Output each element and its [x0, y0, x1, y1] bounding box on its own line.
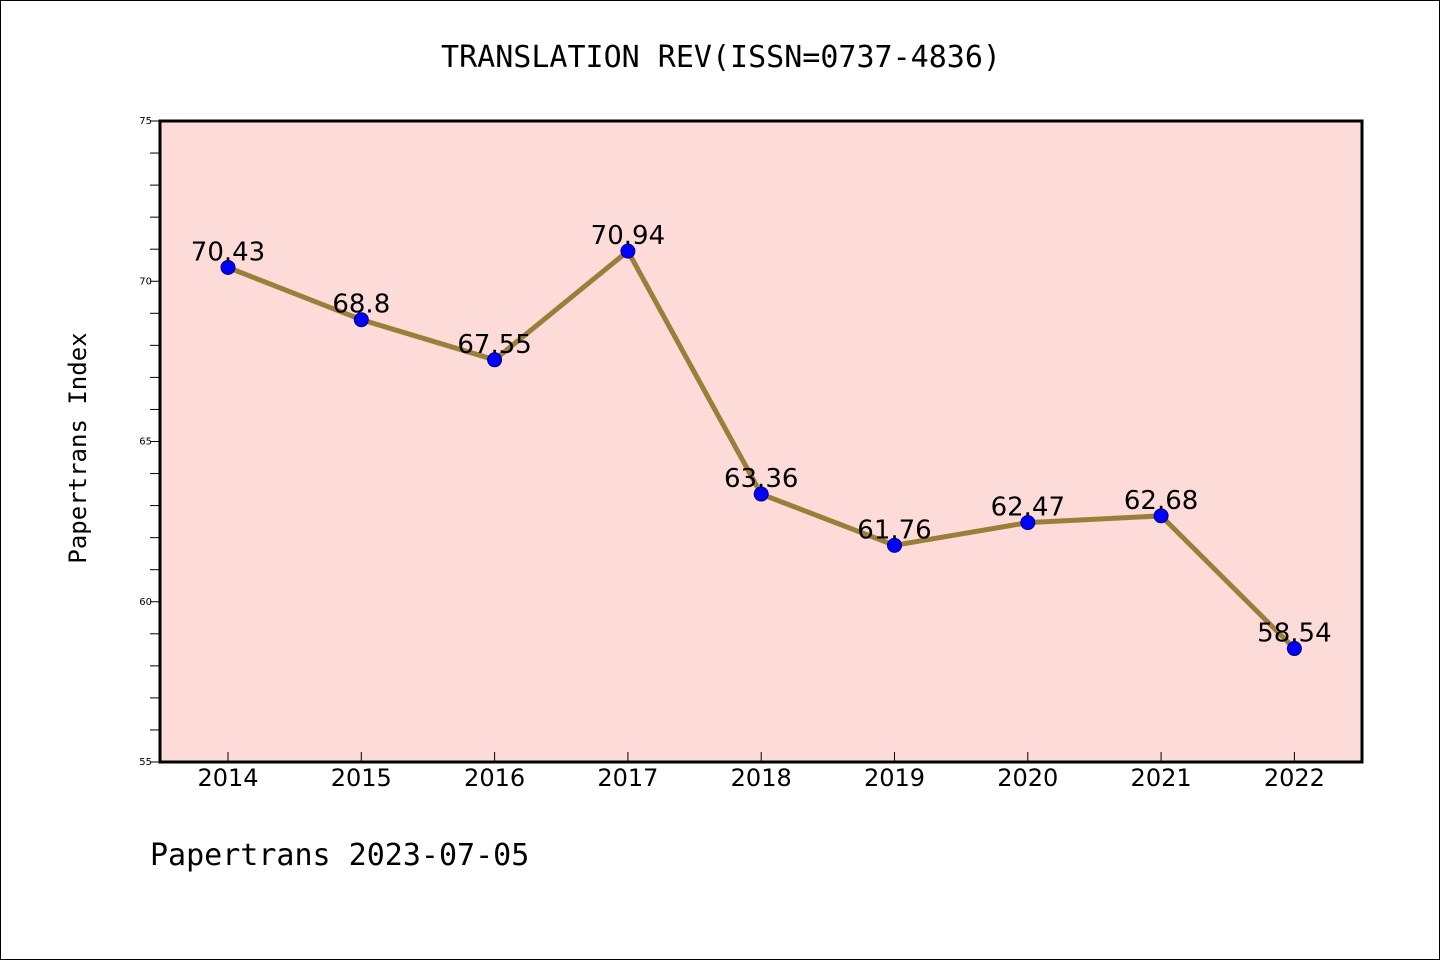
x-tick-label: 2014	[197, 764, 258, 792]
plot-area	[158, 119, 1364, 764]
y-axis-label: Papertrans Index	[64, 332, 92, 563]
data-point	[487, 352, 503, 368]
data-point	[1286, 641, 1302, 657]
data-label: 63.36	[724, 464, 798, 494]
data-label: 62.47	[991, 493, 1065, 523]
data-label: 67.55	[457, 330, 531, 360]
data-point	[753, 486, 769, 502]
y-tick-label: 65	[139, 437, 152, 448]
x-tick-label: 2022	[1264, 764, 1325, 792]
chart-title: TRANSLATION REV(ISSN=0737-4836)	[441, 40, 1001, 75]
y-axis: 55 60 65 70 75	[139, 116, 160, 768]
x-tick-label: 2016	[464, 764, 525, 792]
x-tick-label: 2018	[731, 764, 792, 792]
x-tick-label: 2019	[864, 764, 925, 792]
series-layer	[220, 243, 1302, 657]
x-axis: 2014 2015 2016 2017 2018 2019 2020 2021 2022	[197, 752, 1325, 792]
y-tick-label: 55	[139, 757, 152, 768]
x-tick-label: 2020	[997, 764, 1058, 792]
data-point	[220, 259, 236, 275]
data-label: 58.54	[1257, 619, 1331, 649]
data-label: 70.43	[191, 237, 265, 267]
data-label: 62.68	[1124, 486, 1198, 516]
data-label: 70.94	[591, 221, 665, 251]
data-point	[1020, 515, 1036, 531]
data-label: 68.8	[332, 290, 390, 320]
x-tick-label: 2017	[597, 764, 658, 792]
footer-credit: Papertrans 2023-07-05	[150, 838, 529, 873]
y-tick-label: 70	[139, 276, 152, 287]
x-tick-label: 2021	[1131, 764, 1192, 792]
y-tick-label: 75	[139, 116, 152, 127]
data-point	[620, 243, 636, 259]
data-point	[887, 537, 902, 553]
data-label: 61.76	[857, 515, 931, 545]
data-point	[1153, 508, 1169, 524]
x-tick-label: 2015	[331, 764, 392, 792]
data-labels: 70.43 68.8 67.55 70.94 63.36 61.76 62.47 62.68 5…	[191, 221, 1332, 648]
data-point	[353, 312, 369, 328]
y-tick-label: 60	[139, 597, 152, 608]
